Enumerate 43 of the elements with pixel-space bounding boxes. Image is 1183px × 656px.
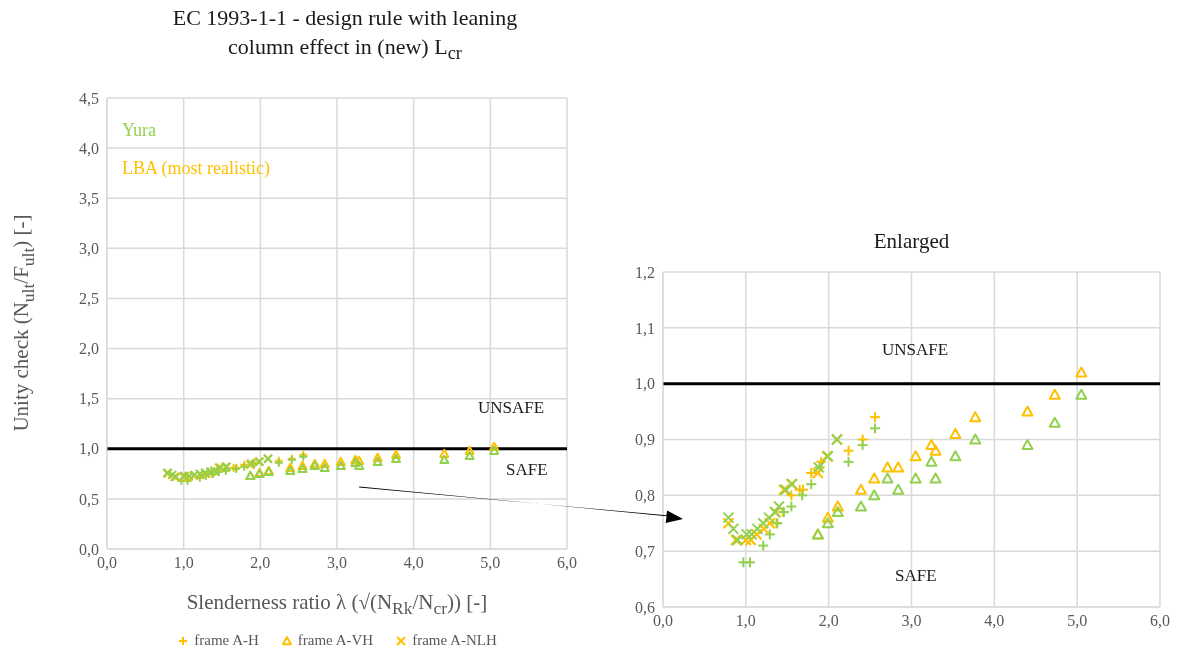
x-tick-label: 4,0 — [403, 554, 424, 572]
y-tick-label: 0,8 — [635, 487, 655, 505]
legend-label: frame A-H — [194, 632, 259, 649]
annotation: SAFE — [506, 460, 548, 480]
x-tick-label: 6,0 — [557, 554, 577, 572]
y-tick-label: 1,0 — [79, 440, 99, 458]
y-tick-label: 2,0 — [79, 340, 99, 358]
y-tick-label: 3,5 — [79, 189, 99, 207]
y-tick-label: 0,0 — [79, 540, 99, 558]
x-tick-label: 6,0 — [1150, 612, 1170, 630]
annotation: Yura — [122, 120, 156, 141]
x-tick-label: 4,0 — [984, 612, 1005, 630]
y-tick-label: 0,5 — [79, 490, 99, 508]
y-tick-label: 1,0 — [635, 375, 655, 393]
y-tick-label: 0,6 — [635, 598, 655, 616]
x-tick-label: 0,0 — [653, 612, 673, 630]
x-tick-label: 3,0 — [327, 554, 347, 572]
y-tick-label: 2,5 — [79, 290, 99, 308]
x-tick-label: 2,0 — [250, 554, 271, 572]
y-tick-label: 1,2 — [635, 263, 655, 281]
chart-title: EC 1993-1-1 - design rule with leaning column effect in (new) L$_{cr}$ — [171, 4, 519, 65]
annotation: UNSAFE — [882, 340, 949, 360]
y-tick-label: 3,0 — [79, 240, 99, 258]
y-tick-label: 1,1 — [635, 319, 655, 337]
x-axis-title: Slenderness ratio λ (√(N$_{Rk}$/N$_{cr}$)) [-] — [185, 590, 489, 620]
legend-label: frame A-VH — [297, 632, 374, 649]
x-tick-label: 1,0 — [735, 612, 756, 630]
x-tick-label: 1,0 — [173, 554, 194, 572]
y-tick-label: 4,0 — [79, 139, 99, 157]
y-tick-label: 1,5 — [79, 390, 99, 408]
x-tick-label: 5,0 — [1067, 612, 1088, 630]
x-tick-label: 2,0 — [818, 612, 839, 630]
annotation: UNSAFE — [478, 398, 545, 418]
y-tick-label: 0,7 — [635, 542, 655, 560]
x-tick-label: 3,0 — [901, 612, 922, 630]
x-tick-label: 0,0 — [97, 554, 117, 572]
y-tick-label: 4,5 — [79, 89, 99, 107]
chart-title: Enlarged — [872, 228, 951, 255]
x-tick-label: 5,0 — [480, 554, 501, 572]
legend-label: frame A-NLH — [412, 632, 497, 649]
y-tick-label: 0,9 — [635, 431, 655, 449]
annotation: SAFE — [895, 566, 937, 586]
annotation: LBA (most realistic) — [122, 158, 270, 179]
